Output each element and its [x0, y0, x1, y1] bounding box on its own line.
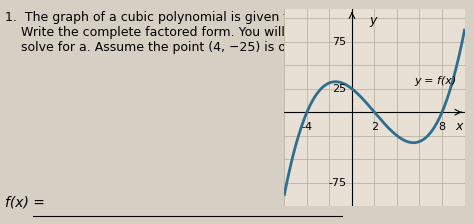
Text: -4: -4: [301, 122, 312, 132]
Text: x: x: [455, 120, 462, 133]
Text: y = f(x): y = f(x): [414, 76, 456, 86]
Text: 8: 8: [438, 122, 446, 132]
Text: 1.  The graph of a cubic polynomial is given to the right.
    Write the complet: 1. The graph of a cubic polynomial is gi…: [5, 11, 363, 54]
Text: 2: 2: [371, 122, 378, 132]
Text: f(x) =: f(x) =: [5, 196, 45, 210]
Text: 25: 25: [332, 84, 346, 94]
Text: -75: -75: [328, 178, 346, 188]
Text: y: y: [369, 14, 376, 27]
Text: 75: 75: [332, 37, 346, 47]
